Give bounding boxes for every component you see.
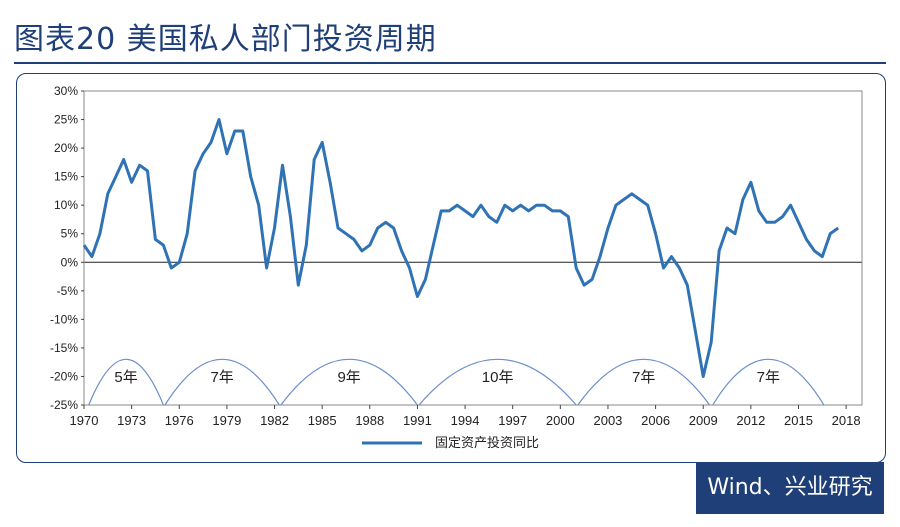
y-tick-label: 20% [54,141,78,155]
cycle-label: 7年 [210,369,233,386]
cycle-arc [280,358,418,406]
y-axis-ticks: 30% 25% 20% 15% 10% 5% 0% -5% -10% -15% -20% -25% [50,84,84,412]
cycle-arc [577,358,711,406]
x-tick-label: 1973 [117,413,146,428]
x-tick-label: 1985 [308,413,337,428]
x-tick-label: 1991 [403,413,432,428]
y-tick-label: 25% [54,113,78,127]
x-tick-label: 2000 [546,413,575,428]
x-tick-label: 2015 [784,413,813,428]
cycle-label: 9年 [337,369,360,386]
chart-frame: 5年 7年 9年 10年 7年 7年 30% 25% 20% 15% 10% 5% 0% -5% -10%… [16,73,886,463]
cycle-label: 5年 [114,369,137,386]
y-tick-label: 0% [61,255,79,269]
x-axis-ticks: 1970 1973 1976 1979 1982 1985 1988 1991 1994 1997… [70,405,861,428]
legend: 固定资产投资同比 [362,435,539,450]
y-tick-label: 5% [61,227,79,241]
chart-svg: 5年 7年 9年 10年 7年 7年 30% 25% 20% 15% 10% 5% 0% -5% -10%… [50,84,863,450]
x-tick-label: 1988 [355,413,384,428]
figure-title: 图表20 美国私人部门投资周期 [14,22,437,57]
plot-area-border [83,90,863,406]
legend-label: 固定资产投资同比 [435,435,539,450]
y-tick-label: -15% [50,341,78,355]
y-tick-label: -25% [50,398,78,412]
x-tick-label: 2012 [736,413,765,428]
cycle-label: 10年 [482,369,514,386]
cycle-arc [418,358,577,406]
x-tick-label: 1979 [212,413,241,428]
cycle-label: 7年 [632,369,655,386]
x-tick-label: 2006 [641,413,670,428]
x-tick-label: 1994 [451,413,480,428]
cycle-arc [164,358,280,406]
cycle-arc [88,358,164,406]
y-tick-label: 30% [54,84,78,98]
x-tick-label: 1997 [498,413,527,428]
x-tick-label: 2018 [832,413,861,428]
y-tick-label: 10% [54,198,78,212]
x-tick-label: 1970 [70,413,99,428]
y-tick-label: -20% [50,369,78,383]
cycle-arcs: 5年 7年 9年 10年 7年 7年 [88,358,825,406]
title-divider [14,62,886,64]
x-tick-label: 1976 [165,413,194,428]
y-tick-label: -10% [50,312,78,326]
cycle-label: 7年 [757,369,780,386]
x-tick-label: 2009 [689,413,718,428]
series-line-fixed-investment [82,118,840,378]
y-tick-label: 15% [54,170,78,184]
cycle-arc [712,358,825,406]
x-tick-label: 1982 [260,413,289,428]
source-label: Wind、兴业研究 [696,462,884,514]
y-tick-label: -5% [57,284,79,298]
x-tick-label: 2003 [593,413,622,428]
